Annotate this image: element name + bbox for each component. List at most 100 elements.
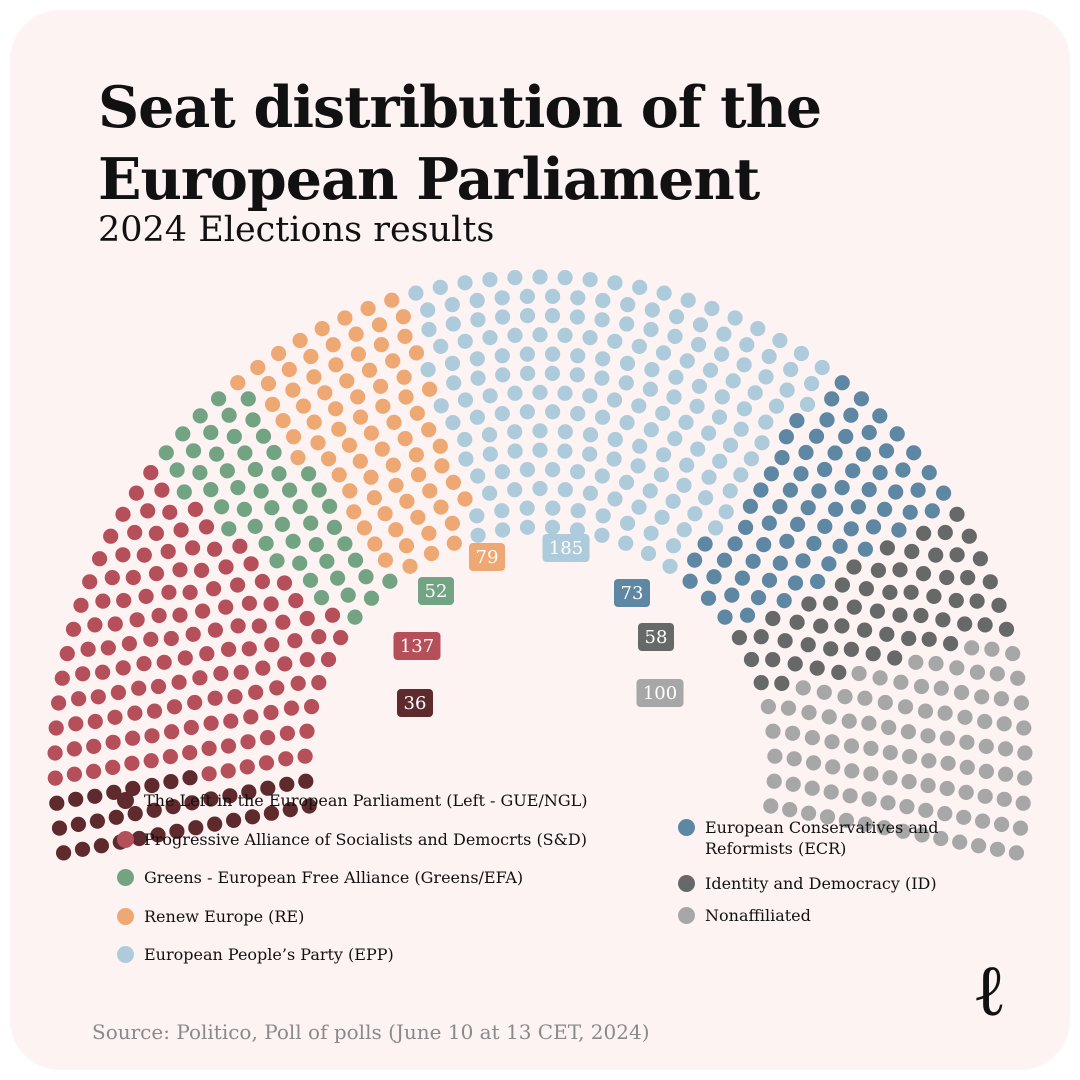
seat-count-badge-epp: 185 — [542, 534, 590, 562]
seat-dot-s-d — [260, 730, 276, 746]
seat-dot-epp — [544, 308, 561, 324]
seat-dot-ecr — [817, 461, 833, 478]
seat-dot-ni — [876, 820, 892, 836]
seat-dot-epp — [667, 431, 683, 447]
legend-item: Greens - European Free Alliance (Greens/… — [117, 867, 523, 888]
seat-dot-s-d — [164, 724, 180, 740]
seat-dot-id — [939, 569, 955, 586]
seat-dot-s-d — [220, 763, 236, 779]
seat-dot-s-d — [203, 715, 219, 731]
seat-dot-s-d — [201, 766, 217, 782]
seat-dot-epp — [606, 451, 622, 467]
seat-dot-greens-efa — [311, 482, 327, 498]
seat-dot-re — [445, 474, 461, 490]
seat-dot-left — [127, 806, 143, 822]
seat-dot-re — [310, 435, 326, 451]
seat-dot-re — [363, 469, 379, 485]
seat-dot-ecr — [855, 446, 872, 462]
seat-dot-epp — [507, 270, 523, 286]
seat-dot-greens-efa — [285, 533, 301, 549]
seat-dot-s-d — [283, 700, 300, 716]
seat-dot-re — [444, 515, 460, 531]
seat-dot-epp — [747, 385, 763, 401]
seat-dot-ecr — [745, 553, 761, 569]
seat-dot-epp — [722, 483, 738, 499]
badge-background — [614, 579, 650, 607]
seat-dot-id — [843, 641, 860, 658]
seat-dot-ecr — [888, 484, 904, 500]
seat-dot-epp — [725, 373, 741, 389]
seat-dot-left — [89, 813, 105, 829]
seat-dot-ni — [1013, 695, 1029, 711]
seat-dot-left — [51, 820, 68, 836]
seat-dot-epp — [595, 409, 611, 425]
seat-dot-ni — [844, 763, 860, 779]
seat-dot-epp — [618, 535, 634, 551]
seat-dot-epp — [570, 348, 586, 364]
seat-dot-re — [360, 300, 376, 317]
seat-dot-epp — [768, 398, 785, 414]
seat-dot-re — [290, 450, 306, 466]
seat-dot-epp — [595, 292, 611, 309]
seat-dot-ecr — [902, 504, 918, 520]
seat-dot-epp — [482, 485, 498, 501]
legend-item: European People’s Party (EPP) — [117, 944, 394, 965]
seat-dot-ni — [872, 670, 888, 686]
seat-dot-ni — [795, 680, 811, 696]
seat-dot-epp — [793, 345, 810, 362]
seat-dot-re — [331, 421, 347, 437]
seat-dot-re — [396, 369, 412, 385]
seat-dot-id — [846, 599, 862, 615]
seat-dot-re — [361, 362, 378, 378]
seat-dot-re — [281, 361, 297, 378]
seat-dot-re — [342, 483, 358, 499]
seat-dot-ni — [786, 751, 802, 767]
seat-dot-s-d — [154, 482, 170, 498]
seat-dot-epp — [532, 480, 548, 497]
seat-count-badge-greens-efa: 52 — [418, 577, 454, 605]
seat-dot-epp — [520, 365, 536, 381]
seat-dot-id — [892, 607, 908, 623]
seat-dot-epp — [519, 404, 536, 420]
badge-background — [469, 543, 505, 571]
seat-dot-id — [928, 547, 944, 563]
seat-dot-s-d — [243, 709, 259, 725]
seat-dot-ecr — [889, 426, 905, 442]
seat-dot-s-d — [105, 759, 121, 776]
seat-dot-epp — [582, 446, 598, 462]
seat-dot-epp — [727, 310, 743, 326]
seat-dot-greens-efa — [292, 555, 308, 571]
seat-dot-ecr — [798, 444, 814, 461]
seat-dot-s-d — [192, 670, 208, 686]
seat-dot-re — [377, 506, 393, 522]
seat-dot-s-d — [299, 723, 315, 739]
seat-dot-ni — [969, 664, 986, 680]
seat-dot-ni — [825, 759, 841, 775]
seat-dot-left — [87, 788, 103, 804]
seat-dot-s-d — [160, 543, 176, 560]
seat-dot-s-d — [100, 640, 116, 656]
seat-dot-ni — [989, 666, 1005, 682]
seat-dot-epp — [420, 362, 436, 378]
seat-dot-s-d — [311, 629, 327, 645]
seat-dot-epp — [708, 520, 724, 536]
seat-dot-epp — [655, 405, 671, 421]
seat-dot-epp — [507, 482, 523, 498]
seat-dot-ecr — [687, 552, 703, 568]
seat-dot-re — [314, 321, 330, 337]
seat-dot-s-d — [138, 588, 154, 605]
legend-label: European People’s Party (EPP) — [144, 945, 394, 964]
seat-dot-epp — [557, 443, 573, 459]
seat-dot-ecr — [800, 500, 816, 516]
seat-dot-epp — [691, 378, 708, 394]
seat-dot-ni — [918, 802, 934, 818]
seat-dot-re — [388, 477, 404, 493]
seat-dot-ni — [785, 725, 801, 741]
seat-dot-s-d — [143, 631, 159, 647]
seat-dot-epp — [714, 346, 730, 362]
seat-count-badge-s-d: 137 — [393, 632, 441, 660]
legend-label: The Left in the European Parliament (Lef… — [144, 791, 588, 810]
seat-dot-s-d — [240, 734, 256, 750]
seat-dot-ni — [1005, 646, 1021, 662]
title-line-1: Seat distribution of the — [98, 74, 822, 141]
